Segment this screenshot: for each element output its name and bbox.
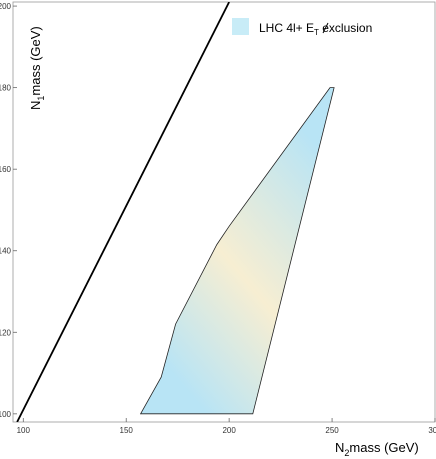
diagonal-line — [16, 2, 230, 422]
x-axis-ticks: 100 150 200 250 300 — [17, 418, 436, 435]
x-tick-label: 300 — [428, 426, 436, 435]
y-tick-label: 160 — [0, 165, 12, 174]
x-tick-label: 100 — [17, 426, 31, 435]
legend-swatch — [232, 18, 249, 35]
x-tick-label: 150 — [120, 426, 134, 435]
x-tick-label: 250 — [325, 426, 339, 435]
y-tick-label: 140 — [0, 247, 12, 256]
legend-slash — [322, 22, 329, 34]
y-axis-label: N1mass (GeV) — [28, 26, 46, 110]
y-tick-label: 200 — [0, 2, 12, 11]
y-axis-ticks: 100 120 140 160 180 200 — [0, 2, 17, 419]
y-tick-label: 100 — [0, 410, 12, 419]
y-tick-label: 120 — [0, 328, 12, 337]
x-tick-label: 200 — [222, 426, 236, 435]
legend-label: LHC 4l+ ET exclusion — [259, 21, 372, 37]
exclusion-region — [139, 87, 335, 415]
legend: LHC 4l+ ET exclusion — [232, 18, 372, 37]
x-axis-label: N2mass (GeV) — [335, 440, 419, 458]
plot-frame — [12, 1, 436, 423]
y-tick-label: 180 — [0, 84, 12, 93]
